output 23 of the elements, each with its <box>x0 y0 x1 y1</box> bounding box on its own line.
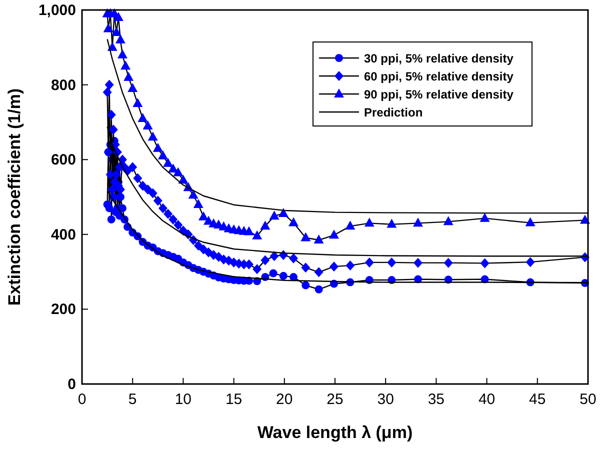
x-tick-label: 20 <box>276 391 293 408</box>
y-tick-label: 200 <box>50 301 76 318</box>
legend-label: Prediction <box>364 106 423 120</box>
y-tick-label: 400 <box>50 226 76 244</box>
x-tick-label: 0 <box>78 391 86 408</box>
x-tick-label: 40 <box>478 391 496 408</box>
x-tick-label: 15 <box>225 391 242 408</box>
legend-label: 30 ppi, 5% relative density <box>364 52 514 66</box>
legend-label: 90 ppi, 5% relative density <box>364 88 514 102</box>
x-tick-label: 30 <box>377 391 394 408</box>
x-tick-label: 45 <box>529 391 546 408</box>
x-tick-label: 5 <box>128 391 137 408</box>
x-axis-title: Wave length λ (μm) <box>257 423 413 442</box>
x-tick-label: 25 <box>326 391 344 408</box>
x-tick-label: 35 <box>428 391 445 408</box>
y-tick-label: 1,000 <box>38 2 76 19</box>
y-tick-label: 600 <box>50 152 76 169</box>
x-tick-label: 50 <box>580 391 596 408</box>
y-tick-label: 800 <box>50 76 76 94</box>
x-tick-label: 10 <box>174 391 192 408</box>
y-axis-title: Extinction coefficient (1/m) <box>5 88 24 306</box>
legend-label: 60 ppi, 5% relative density <box>364 70 514 84</box>
y-tick-label: 0 <box>68 376 76 393</box>
